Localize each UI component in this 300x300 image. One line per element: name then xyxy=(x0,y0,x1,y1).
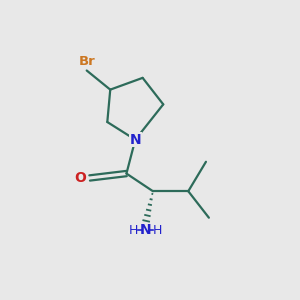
Text: Br: Br xyxy=(78,55,95,68)
Text: O: O xyxy=(74,171,86,185)
Text: N: N xyxy=(140,223,152,237)
Text: H: H xyxy=(153,224,162,237)
Text: N: N xyxy=(130,133,141,147)
Text: H: H xyxy=(129,224,139,237)
